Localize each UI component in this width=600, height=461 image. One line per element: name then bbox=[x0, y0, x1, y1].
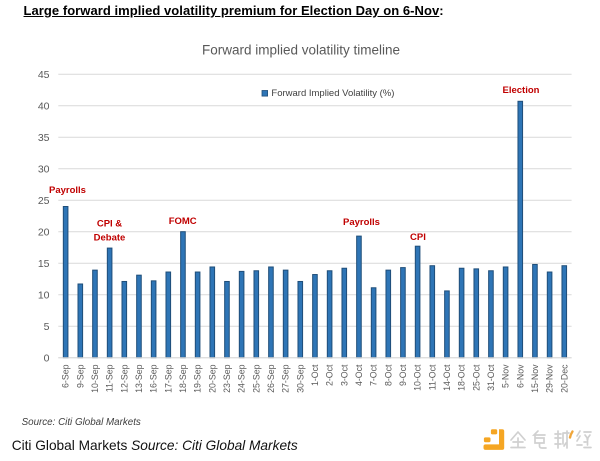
svg-text:18-Oct: 18-Oct bbox=[457, 364, 467, 391]
svg-text:Forward Implied Volatility (%): Forward Implied Volatility (%) bbox=[271, 88, 394, 99]
svg-text:25-Oct: 25-Oct bbox=[471, 364, 481, 391]
svg-text:19-Sep: 19-Sep bbox=[193, 364, 203, 392]
svg-text:30-Sep: 30-Sep bbox=[295, 364, 305, 392]
svg-text:20-Dec: 20-Dec bbox=[559, 364, 569, 393]
svg-text:14-Oct: 14-Oct bbox=[442, 364, 452, 391]
svg-text:13-Sep: 13-Sep bbox=[134, 364, 144, 392]
svg-text:7-Oct: 7-Oct bbox=[369, 364, 379, 386]
svg-text:15-Nov: 15-Nov bbox=[530, 364, 540, 393]
svg-text:23-Sep: 23-Sep bbox=[222, 364, 232, 392]
svg-text:4-Oct: 4-Oct bbox=[354, 364, 364, 386]
svg-text:0: 0 bbox=[44, 353, 50, 365]
svg-text:18-Sep: 18-Sep bbox=[178, 364, 188, 392]
svg-text:FOMC: FOMC bbox=[169, 216, 197, 227]
svg-text:10-Oct: 10-Oct bbox=[413, 364, 423, 391]
svg-text:24-Sep: 24-Sep bbox=[237, 364, 247, 392]
svg-text:Payrolls: Payrolls bbox=[343, 217, 380, 228]
svg-text:CPI: CPI bbox=[410, 232, 426, 243]
svg-text:20-Sep: 20-Sep bbox=[207, 364, 217, 392]
svg-text:35: 35 bbox=[38, 132, 50, 144]
svg-text:Payrolls: Payrolls bbox=[49, 185, 86, 196]
svg-text:11-Oct: 11-Oct bbox=[427, 364, 437, 390]
svg-text:5-Nov: 5-Nov bbox=[501, 364, 511, 388]
svg-text:31-Oct: 31-Oct bbox=[486, 364, 496, 391]
svg-text:20: 20 bbox=[38, 227, 50, 239]
svg-text:9-Oct: 9-Oct bbox=[398, 364, 408, 386]
svg-text:Election: Election bbox=[503, 85, 540, 96]
svg-text:16-Sep: 16-Sep bbox=[149, 364, 159, 392]
svg-text:6-Nov: 6-Nov bbox=[515, 364, 525, 388]
svg-text:Source: Citi Global Markets: Source: Citi Global Markets bbox=[22, 417, 141, 428]
svg-text:9-Sep: 9-Sep bbox=[75, 364, 85, 388]
svg-text:45: 45 bbox=[38, 69, 50, 81]
svg-text:10-Sep: 10-Sep bbox=[90, 364, 100, 392]
svg-text:27-Sep: 27-Sep bbox=[281, 364, 291, 392]
svg-text:6-Sep: 6-Sep bbox=[61, 364, 71, 388]
svg-text:Debate: Debate bbox=[94, 233, 126, 244]
svg-text:Forward implied volatility tim: Forward implied volatility timeline bbox=[202, 43, 400, 58]
svg-text:8-Oct: 8-Oct bbox=[383, 364, 393, 386]
svg-text:3-Oct: 3-Oct bbox=[339, 364, 349, 386]
svg-text:15: 15 bbox=[38, 258, 50, 270]
svg-text:25: 25 bbox=[38, 195, 50, 207]
svg-text:26-Sep: 26-Sep bbox=[266, 364, 276, 392]
svg-text:29-Nov: 29-Nov bbox=[545, 364, 555, 393]
svg-text:12-Sep: 12-Sep bbox=[119, 364, 129, 392]
svg-text:5: 5 bbox=[44, 321, 50, 333]
svg-text:CPI &: CPI & bbox=[97, 219, 122, 230]
svg-text:25-Sep: 25-Sep bbox=[251, 364, 261, 392]
svg-text:17-Sep: 17-Sep bbox=[163, 364, 173, 392]
svg-text:40: 40 bbox=[38, 101, 50, 113]
svg-text:10: 10 bbox=[38, 290, 50, 302]
svg-text:30: 30 bbox=[38, 164, 50, 176]
svg-text:11-Sep: 11-Sep bbox=[105, 364, 115, 392]
svg-text:2-Oct: 2-Oct bbox=[325, 364, 335, 386]
svg-text:1-Oct: 1-Oct bbox=[310, 364, 320, 386]
